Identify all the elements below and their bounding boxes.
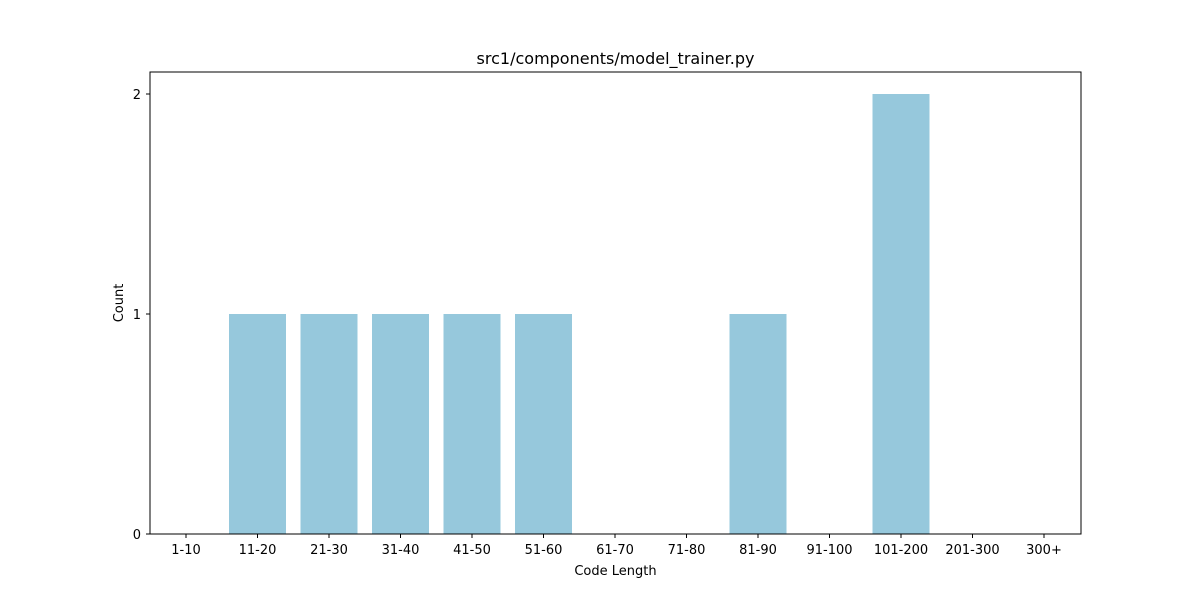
x-tick-label: 71-80 bbox=[668, 543, 706, 558]
y-tick-label: 2 bbox=[133, 88, 141, 103]
bars-group bbox=[229, 94, 930, 534]
x-tick-label: 21-30 bbox=[310, 543, 348, 558]
x-tick-label: 41-50 bbox=[453, 543, 491, 558]
x-tick-label: 91-100 bbox=[806, 543, 852, 558]
y-tick-label: 0 bbox=[133, 528, 141, 543]
plot-frame bbox=[149, 71, 1082, 535]
x-tick-label: 11-20 bbox=[239, 543, 277, 558]
bar-21-30 bbox=[300, 314, 358, 534]
x-tick-label: 61-70 bbox=[596, 543, 634, 558]
x-tick-label: 300+ bbox=[1026, 543, 1062, 558]
bar-11-20 bbox=[229, 314, 286, 534]
y-tick-label: 1 bbox=[133, 308, 141, 323]
x-axis-ticks: 1-10 11-20 21-30 31-40 41-50 51-60 61-70 71-80 8… bbox=[171, 534, 1062, 558]
bar-101-200 bbox=[872, 94, 930, 534]
bar-81-90 bbox=[729, 314, 787, 534]
bar-31-40 bbox=[372, 314, 429, 534]
chart-title: src1/components/model_trainer.py bbox=[477, 49, 755, 69]
x-axis-label: Code Length bbox=[574, 564, 656, 579]
x-tick-label: 51-60 bbox=[525, 543, 563, 558]
x-tick-label: 1-10 bbox=[171, 543, 201, 558]
x-tick-label: 81-90 bbox=[739, 543, 777, 558]
x-tick-label: 31-40 bbox=[382, 543, 420, 558]
bar-41-50 bbox=[443, 314, 501, 534]
x-tick-label: 201-300 bbox=[945, 543, 999, 558]
x-tick-label: 101-200 bbox=[874, 543, 928, 558]
bar-51-60 bbox=[515, 314, 572, 534]
y-axis-label: Count bbox=[112, 284, 127, 323]
y-axis-ticks: 0 1 2 bbox=[133, 88, 150, 543]
